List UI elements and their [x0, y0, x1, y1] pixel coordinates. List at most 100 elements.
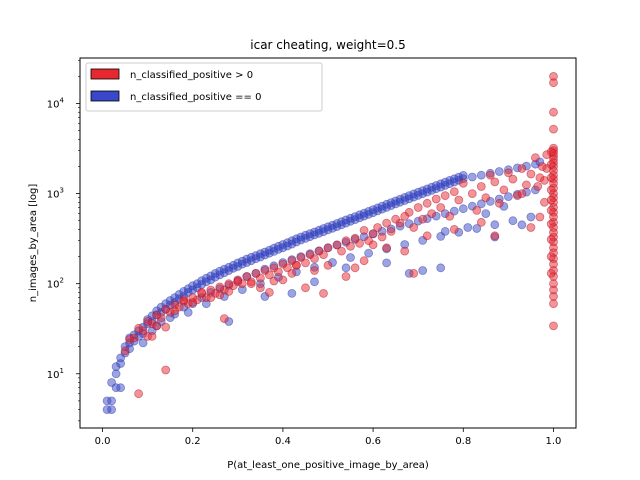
point-positive-78: [422, 198, 432, 208]
point-positive-158: [341, 272, 351, 281]
legend-swatch-positive: [90, 68, 120, 80]
point-zero-252: [481, 209, 491, 219]
point-positive-115: [251, 268, 261, 278]
point-positive-179: [161, 365, 171, 375]
y-axis-label: n_images_by_area [log]: [28, 184, 39, 303]
point-positive-125: [206, 285, 216, 295]
point-positive-1: [549, 78, 558, 88]
point-positive-87: [382, 218, 392, 228]
point-positive-183: [269, 276, 279, 286]
point-positive-45: [546, 234, 556, 244]
point-zero-243: [341, 263, 351, 273]
point-positive-176: [152, 321, 162, 331]
point-positive-86: [386, 226, 396, 236]
point-positive-96: [341, 236, 351, 246]
point-positive-63: [494, 198, 504, 208]
point-positive-54: [533, 182, 543, 191]
point-positive-167: [233, 277, 243, 287]
point-positive-151: [422, 231, 432, 241]
point-positive-98: [332, 240, 342, 250]
point-positive-109: [278, 259, 288, 269]
point-positive-41: [546, 185, 556, 195]
point-zero-247: [436, 263, 446, 273]
point-zero-250: [440, 226, 450, 236]
point-positive-35: [549, 292, 558, 301]
point-positive-68: [472, 205, 482, 215]
point-positive-65: [485, 170, 495, 180]
point-positive-48: [542, 150, 552, 160]
point-positive-55: [531, 153, 540, 163]
point-positive-153: [400, 246, 410, 256]
x-tick-label-1: 0.2: [185, 436, 201, 447]
point-zero-8: [116, 383, 125, 393]
point-positive-52: [537, 162, 547, 171]
point-positive-137: [152, 310, 162, 320]
point-zero-251: [463, 223, 473, 232]
x-axis-label: P(at_least_one_positive_image_by_area): [227, 460, 429, 471]
point-positive-184: [291, 260, 301, 270]
x-tick-label-4: 0.8: [455, 436, 471, 447]
point-positive-161: [301, 283, 310, 293]
point-positive-174: [170, 306, 180, 316]
point-positive-64: [490, 177, 500, 187]
point-positive-79: [418, 214, 428, 224]
point-zero-2: [107, 396, 116, 406]
point-positive-164: [264, 287, 274, 297]
point-positive-150: [449, 224, 459, 234]
point-positive-85: [391, 214, 401, 224]
point-positive-181: [147, 331, 157, 341]
point-positive-43: [546, 205, 556, 215]
point-positive-94: [350, 233, 360, 243]
point-zero-165: [476, 170, 486, 180]
point-positive-113: [260, 266, 270, 275]
point-zero-4: [107, 405, 116, 415]
point-positive-147: [517, 189, 527, 199]
point-positive-37: [549, 321, 558, 331]
point-positive-74: [440, 191, 450, 201]
point-zero-244: [382, 258, 392, 268]
point-positive-163: [278, 275, 288, 285]
point-positive-178: [134, 389, 144, 399]
point-positive-101: [314, 246, 324, 256]
point-positive-105: [296, 253, 306, 262]
point-positive-170: [206, 293, 216, 303]
point-zero-164: [467, 172, 477, 182]
x-tick-label-2: 0.4: [275, 436, 291, 447]
point-positive-76: [431, 194, 441, 204]
point-positive-2: [549, 107, 558, 117]
point-positive-67: [476, 182, 486, 191]
legend-swatch-zero: [90, 90, 120, 102]
point-positive-111: [269, 263, 279, 273]
point-positive-155: [368, 240, 378, 250]
point-zero-216: [138, 338, 148, 348]
point-positive-58: [517, 164, 527, 173]
point-zero-207: [458, 204, 468, 214]
point-positive-62: [499, 185, 509, 195]
point-positive-159: [323, 260, 333, 270]
point-positive-160: [310, 266, 319, 275]
point-positive-175: [161, 322, 171, 332]
point-positive-51: [540, 197, 549, 207]
point-positive-172: [188, 297, 198, 307]
legend-label-zero: n_classified_positive == 0: [130, 92, 261, 103]
point-zero-235: [472, 224, 482, 233]
legend: n_classified_positive > 0 n_classified_p…: [85, 62, 323, 112]
point-positive-89: [373, 223, 383, 232]
point-positive-149: [476, 217, 486, 227]
point-positive-88: [377, 232, 387, 242]
point-positive-44: [546, 219, 556, 229]
point-positive-103: [305, 250, 315, 260]
point-positive-144: [120, 346, 130, 356]
point-positive-166: [246, 279, 256, 289]
point-positive-70: [458, 178, 468, 188]
point-positive-57: [522, 180, 531, 190]
x-tick-label-3: 0.6: [365, 436, 381, 447]
point-zero-229: [364, 248, 374, 258]
point-positive-173: [179, 295, 189, 305]
chart-title: icar cheating, weight=0.5: [250, 38, 405, 52]
point-positive-80: [413, 203, 423, 212]
point-positive-154: [382, 243, 392, 253]
point-zero-212: [503, 192, 513, 202]
